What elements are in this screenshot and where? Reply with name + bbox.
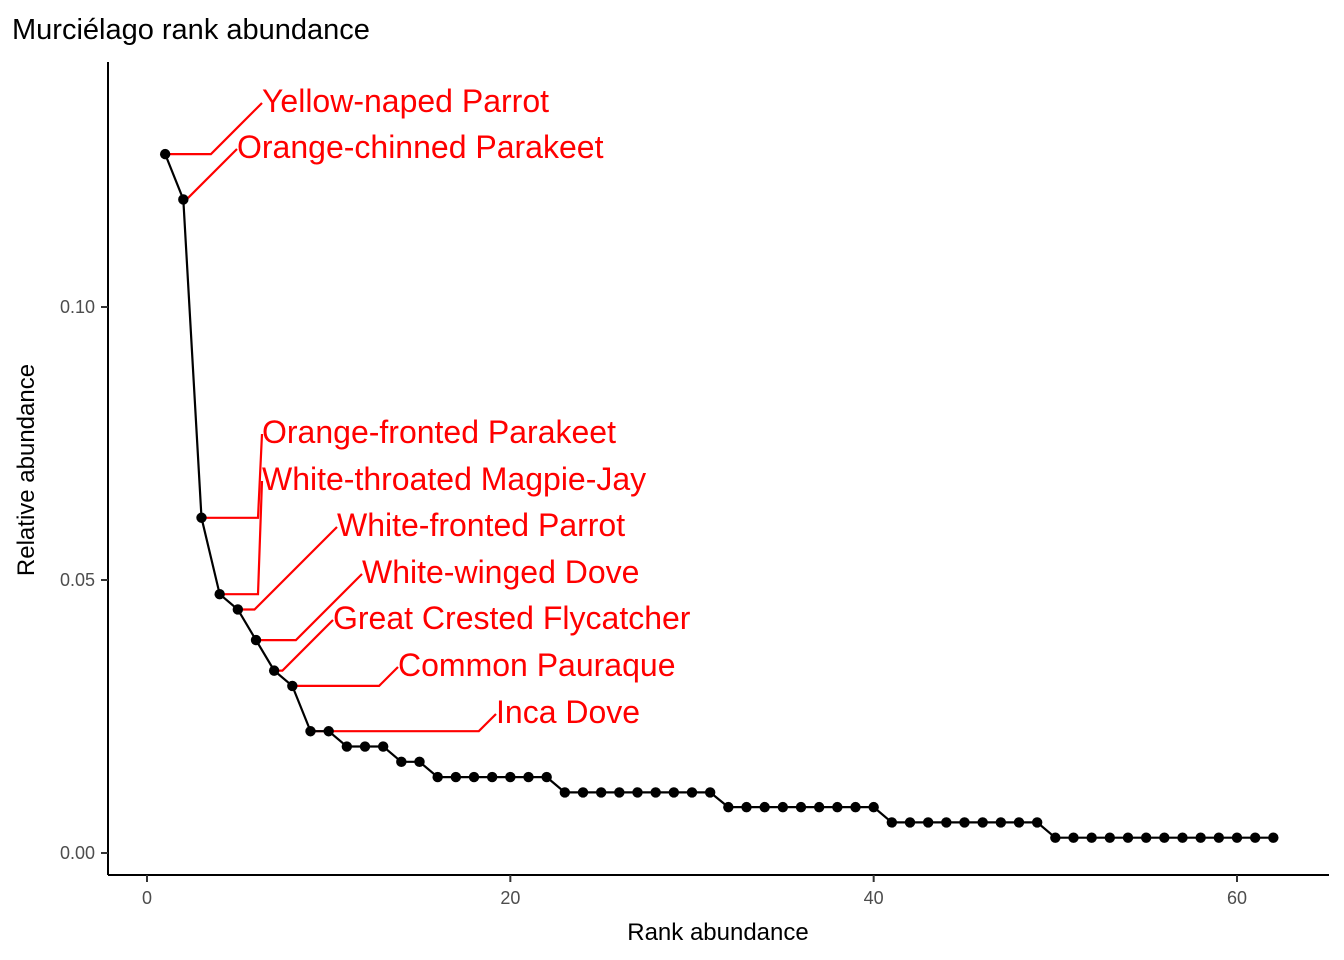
data-point	[886, 817, 898, 828]
y-tick-label: 0.00	[60, 843, 95, 863]
annotation-leader	[310, 713, 497, 733]
data-point	[559, 787, 571, 798]
data-point	[1104, 832, 1116, 843]
y-tick-label: 0.10	[60, 297, 95, 317]
annotation-label: White-throated Magpie-Jay	[262, 461, 646, 497]
annotation-leader	[237, 526, 338, 611]
annotation-leader	[201, 433, 264, 519]
data-point	[1249, 832, 1261, 843]
data-point	[305, 726, 316, 737]
data-point	[1159, 832, 1170, 843]
x-tick-label: 0	[142, 888, 152, 908]
data-point	[995, 817, 1007, 828]
x-tick-label: 20	[500, 888, 520, 908]
data-point	[614, 787, 625, 798]
data-point	[868, 801, 879, 813]
chart-title: Murciélago rank abundance	[12, 14, 370, 46]
data-point	[178, 194, 189, 205]
data-point	[1140, 832, 1152, 843]
data-point	[1068, 832, 1079, 843]
data-point	[795, 801, 807, 813]
annotation-label: Common Pauraque	[398, 647, 675, 683]
annotation-leader	[274, 619, 334, 672]
data-point	[541, 771, 552, 783]
data-point	[832, 801, 843, 813]
data-point	[595, 787, 607, 798]
data-point	[1177, 832, 1188, 843]
data-point	[759, 801, 770, 813]
y-axis-ticks: 0.00 0.05 0.10	[60, 297, 108, 863]
annotation-leader	[292, 666, 399, 688]
annotation-label: Orange-chinned Parakeet	[237, 129, 604, 165]
data-point	[523, 771, 534, 783]
data-point	[723, 801, 734, 813]
data-point	[959, 817, 970, 828]
data-point	[1013, 817, 1025, 828]
annotation-labels: Yellow-naped Parrot Orange-chinned Parake…	[237, 83, 691, 730]
data-point	[1195, 832, 1206, 843]
data-point	[414, 756, 425, 768]
data-point	[922, 817, 934, 828]
data-point	[1086, 832, 1097, 843]
data-point	[577, 787, 589, 798]
y-tick-label: 0.05	[60, 570, 95, 590]
annotation-leader	[183, 148, 238, 201]
annotation-label: Great Crested Flycatcher	[333, 600, 691, 636]
data-point	[323, 726, 334, 737]
data-point	[1122, 832, 1134, 843]
data-point	[232, 604, 244, 615]
annotation-label: Yellow-naped Parrot	[262, 83, 549, 119]
data-point	[196, 512, 207, 523]
data-point	[941, 817, 952, 828]
series-points	[159, 148, 1279, 843]
annotation-leader	[165, 102, 263, 156]
annotation-label: Orange-fronted Parakeet	[262, 414, 616, 450]
x-tick-label: 40	[864, 888, 884, 908]
plot-area: 0 20 40 60 0.00 0.05 0.10 Yellow-naped Parrot…	[60, 62, 1329, 908]
data-point	[686, 787, 698, 798]
data-point	[650, 787, 661, 798]
annotation-leader	[219, 480, 264, 596]
data-point	[1231, 832, 1243, 843]
annotation-leader	[256, 573, 363, 642]
data-point	[486, 771, 498, 783]
data-point	[1213, 832, 1225, 843]
data-point	[1268, 832, 1279, 843]
data-point	[159, 148, 171, 160]
data-point	[287, 680, 298, 692]
data-point	[268, 665, 280, 676]
data-point	[468, 771, 480, 783]
x-axis-title: Rank abundance	[627, 919, 808, 946]
annotation-label: White-fronted Parrot	[337, 507, 625, 543]
data-point	[977, 817, 988, 828]
y-axis-title: Relative abundance	[13, 364, 40, 576]
data-point	[904, 817, 916, 828]
annotation-label: White-winged Dove	[362, 554, 639, 590]
data-point	[396, 756, 407, 768]
data-point	[1050, 832, 1061, 843]
x-tick-label: 60	[1227, 888, 1247, 908]
annotation-label: Inca Dove	[496, 694, 640, 730]
data-point	[704, 787, 716, 798]
data-point	[432, 771, 443, 783]
data-point	[341, 741, 353, 752]
data-point	[777, 801, 789, 813]
data-point	[813, 801, 825, 813]
x-axis-ticks: 0 20 40 60	[142, 875, 1247, 908]
data-point	[250, 634, 262, 646]
data-point	[377, 741, 389, 752]
data-point	[359, 741, 371, 752]
data-point	[505, 771, 516, 783]
data-point	[1031, 817, 1043, 828]
data-point	[632, 787, 643, 798]
data-point	[741, 801, 752, 813]
data-point	[668, 787, 680, 798]
data-point	[450, 771, 462, 783]
data-point	[214, 588, 225, 600]
data-point	[850, 801, 861, 813]
